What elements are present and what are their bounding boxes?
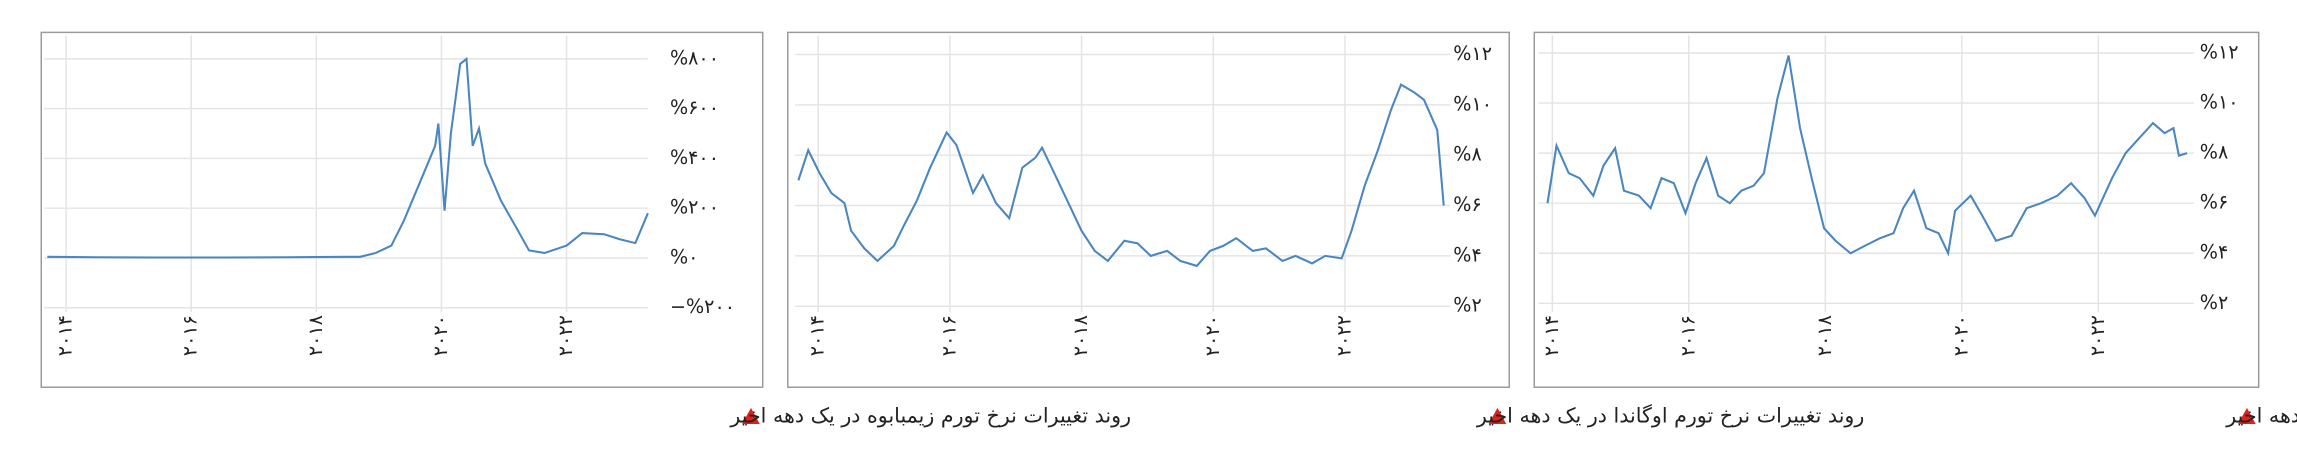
y-tick-label: %۴ bbox=[1453, 243, 1481, 266]
y-tick-label: %۱۲ bbox=[2200, 41, 2239, 64]
chart-frame bbox=[40, 31, 764, 388]
x-tick-label: ۲۰۱۸ bbox=[304, 315, 327, 356]
y-tick-label: %۶۰۰ bbox=[670, 96, 719, 119]
caption-marker bbox=[2238, 407, 2256, 425]
inflation-line bbox=[1546, 55, 2188, 257]
x-tick-label: ۲۰۱۶ bbox=[179, 315, 202, 356]
x-tick-label: ۲۰۲۰ bbox=[1949, 315, 1972, 356]
chart-frame bbox=[787, 31, 1510, 388]
y-tick-label: %۸ bbox=[1453, 143, 1481, 166]
chart-title: روند تغییرات نرخ تورم اوگاندا در یک دهه … bbox=[1476, 404, 1865, 428]
y-tick-label: %۲۰۰ bbox=[670, 196, 719, 219]
x-tick-label: ۲۰۱۴ bbox=[806, 315, 829, 356]
y-tick-label: %۲ bbox=[1453, 294, 1481, 317]
y-tick-label: %۸ bbox=[2200, 141, 2228, 164]
x-tick-label: ۲۰۲۰ bbox=[1201, 315, 1224, 356]
x-tick-label: ۲۰۱۸ bbox=[1813, 315, 1836, 356]
y-tick-label: %۱۰ bbox=[1453, 92, 1492, 115]
inflation-line bbox=[47, 56, 649, 259]
y-tick-label: %۸۰۰ bbox=[670, 46, 719, 69]
y-tick-label: %۴ bbox=[2200, 241, 2228, 264]
y-tick-label: %۰ bbox=[670, 245, 698, 268]
x-tick-label: ۲۰۱۶ bbox=[937, 315, 960, 356]
chart-frame bbox=[1533, 31, 2260, 388]
x-tick-label: ۲۰۱۴ bbox=[1540, 315, 1563, 356]
chart-title: روند تغییرات نرخ تورم زیمبابوه در یک دهه… bbox=[729, 404, 1131, 428]
chart-title: روند تغییرات نرخ تورم کنیا در یک دهه اخی… bbox=[2225, 404, 2297, 428]
x-tick-label: ۲۰۱۸ bbox=[1069, 315, 1092, 356]
y-tick-label: %۱۰ bbox=[2200, 91, 2239, 114]
x-tick-label: ۲۰۲۰ bbox=[429, 315, 452, 356]
y-tick-label: %۲ bbox=[2200, 291, 2228, 314]
y-tick-label: %۶ bbox=[1453, 193, 1481, 216]
x-tick-label: ۲۰۲۲ bbox=[554, 315, 577, 356]
x-tick-label: ۲۰۲۲ bbox=[2086, 315, 2109, 356]
x-tick-label: ۲۰۲۲ bbox=[1332, 315, 1355, 356]
x-tick-label: ۲۰۱۶ bbox=[1676, 315, 1699, 356]
y-tick-label: %۴۰۰ bbox=[670, 146, 719, 169]
caption-marker bbox=[1488, 407, 1507, 425]
inflation-line bbox=[797, 83, 1445, 268]
x-tick-label: ۲۰۱۴ bbox=[54, 315, 77, 356]
y-tick-label: %۱۲ bbox=[1453, 42, 1492, 65]
y-tick-label: −%۲۰۰ bbox=[670, 295, 735, 318]
caption-marker bbox=[742, 407, 760, 425]
y-tick-label: %۶ bbox=[2200, 191, 2228, 214]
